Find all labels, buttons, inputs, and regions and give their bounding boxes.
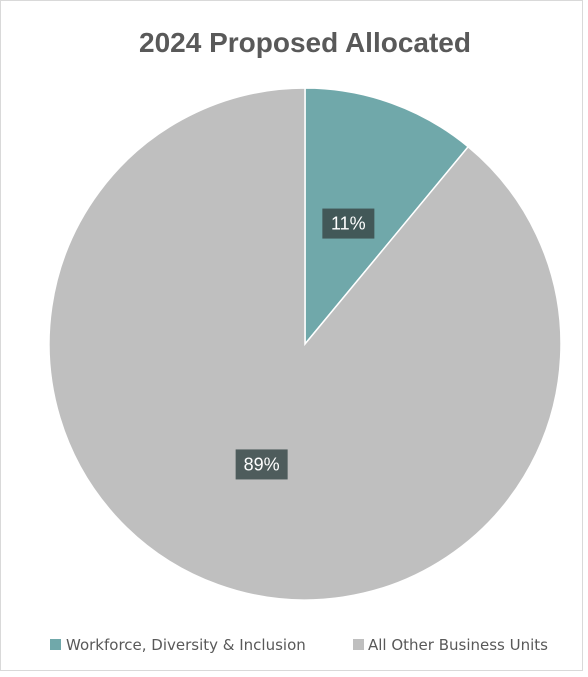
data-label-1: 89% <box>235 449 288 480</box>
pie-slice-0 <box>304 87 470 347</box>
legend-swatch-workforce <box>50 639 61 650</box>
data-label-text-0: 11% <box>331 214 366 234</box>
legend-label-workforce: Workforce, Diversity & Inclusion <box>66 636 306 654</box>
pie-slice-1 <box>48 87 562 601</box>
pie-slices <box>48 87 562 601</box>
legend-swatch-other-units <box>353 639 364 650</box>
chart-title: 2024 Proposed Allocated <box>139 27 471 58</box>
legend-label-other-units: All Other Business Units <box>368 636 548 654</box>
data-label-0: 11% <box>322 208 375 239</box>
legend: Workforce, Diversity & Inclusion All Oth… <box>50 636 548 654</box>
data-labels: 11% 89% <box>235 208 375 480</box>
data-label-bg-0 <box>322 208 375 239</box>
data-label-bg-1 <box>235 449 288 480</box>
data-label-text-1: 89% <box>244 454 280 474</box>
